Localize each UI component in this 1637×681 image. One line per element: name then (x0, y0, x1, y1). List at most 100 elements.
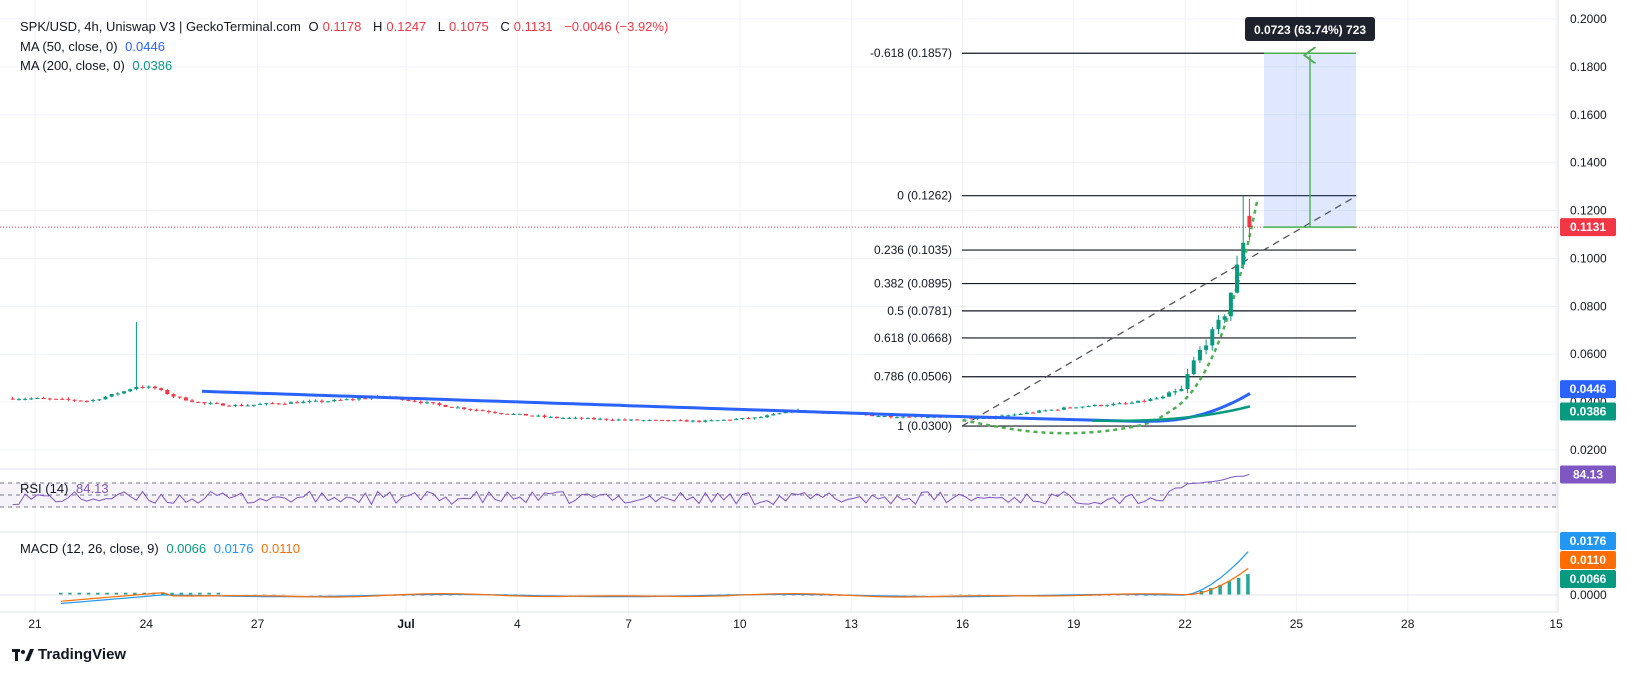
candle-body (715, 420, 720, 422)
ma50-price-badge-bg (1560, 380, 1616, 399)
candle (1105, 404, 1110, 407)
fib-level-label: 0.786 (0.0506) (874, 370, 952, 384)
candle-body (1024, 412, 1029, 414)
candle (1228, 292, 1233, 321)
candle-body (202, 402, 207, 404)
candle (41, 396, 46, 399)
candle-body (66, 398, 71, 400)
tradingview-logo[interactable]: TradingView (12, 646, 126, 663)
candle-body (1173, 391, 1178, 393)
candle (493, 410, 498, 414)
candle (1074, 407, 1079, 409)
candle-body (641, 420, 646, 422)
candle-body (690, 420, 695, 422)
candle (659, 419, 664, 421)
candle (152, 385, 157, 390)
candle-body (894, 417, 899, 419)
candle-body (288, 402, 293, 404)
candle-body (332, 399, 337, 402)
candle (313, 399, 318, 402)
candle-body (1000, 415, 1005, 417)
candle (84, 400, 89, 403)
macd-hist-badge-text: 0.0110 (1570, 553, 1606, 567)
candle (876, 415, 881, 418)
candle (23, 397, 28, 401)
brand-name: TradingView (38, 646, 127, 663)
ma50-legend[interactable]: MA (50, close, 0) 0.0446 (20, 38, 169, 56)
macd-histogram-bar (68, 592, 72, 595)
candle-body (536, 415, 541, 417)
macd-zero-label: 0.0000 (1570, 588, 1607, 602)
candle-body (1086, 406, 1091, 408)
candle-body (1228, 292, 1233, 317)
candle-body (728, 419, 733, 421)
fib-level-label: 0.382 (0.0895) (874, 277, 952, 291)
candle-body (437, 403, 442, 405)
candle (91, 398, 96, 403)
candle (703, 419, 708, 423)
candle-body (659, 419, 664, 421)
time-tick-label: 16 (956, 617, 970, 631)
rsi-legend[interactable]: RSI (14) 84.13 (20, 480, 113, 498)
macd-histogram-bar (1227, 581, 1232, 595)
candle-body (196, 401, 201, 403)
candle-body (517, 413, 522, 415)
candle (270, 402, 275, 405)
candle-body (103, 396, 108, 400)
candle-body (1123, 403, 1128, 405)
close-label: C (500, 19, 510, 34)
candle-body (78, 400, 83, 402)
candle (635, 418, 640, 421)
candle-body (1204, 345, 1209, 350)
macd-hist-badge-bg (1560, 551, 1616, 569)
macd-histogram-bar (105, 592, 109, 595)
candle-body (672, 420, 677, 422)
candle-body (208, 403, 213, 405)
tradingview-icon (12, 648, 34, 661)
fib-level-label: 0.5 (0.0781) (887, 304, 952, 318)
candle (171, 393, 176, 399)
time-tick-label: 4 (514, 617, 521, 631)
time-tick-label: 13 (845, 617, 859, 631)
candle (610, 418, 615, 422)
candle (604, 418, 609, 421)
macd-histogram-bar (77, 592, 82, 595)
candle-body (1136, 400, 1141, 403)
candle (295, 400, 300, 404)
candle (474, 408, 479, 412)
candle (1037, 409, 1042, 414)
candle-body (870, 414, 875, 417)
time-tick-label: Jul (397, 617, 414, 631)
ma50-line (201, 389, 1251, 423)
candle (128, 388, 133, 393)
candle-body (251, 404, 256, 406)
candle (1216, 315, 1221, 334)
candle (1173, 388, 1178, 396)
candle-body (171, 394, 176, 397)
candle-body (653, 419, 658, 421)
candle-body (1142, 400, 1147, 402)
candle (425, 400, 430, 405)
candle-body (1216, 319, 1221, 330)
candle-body (554, 416, 559, 419)
candle-body (1222, 316, 1227, 320)
candle (1043, 409, 1048, 412)
macd-legend[interactable]: MACD (12, 26, close, 9) 0.0066 0.0176 0.… (20, 540, 304, 558)
macd-histogram-bar (216, 592, 221, 595)
ma200-legend[interactable]: MA (200, close, 0) 0.0386 (20, 57, 176, 75)
candle-body (1247, 215, 1252, 228)
macd-histogram-bar (160, 592, 165, 595)
candle-body (10, 398, 15, 400)
candle-body (888, 415, 893, 418)
candle (585, 417, 590, 419)
candle-body (128, 389, 133, 392)
candle (1055, 409, 1060, 411)
macd-histogram-bar (207, 592, 211, 595)
candle-body (1037, 410, 1042, 413)
open-label: O (308, 19, 319, 34)
candle (431, 402, 436, 405)
candle (1204, 339, 1209, 355)
candle (220, 403, 225, 406)
